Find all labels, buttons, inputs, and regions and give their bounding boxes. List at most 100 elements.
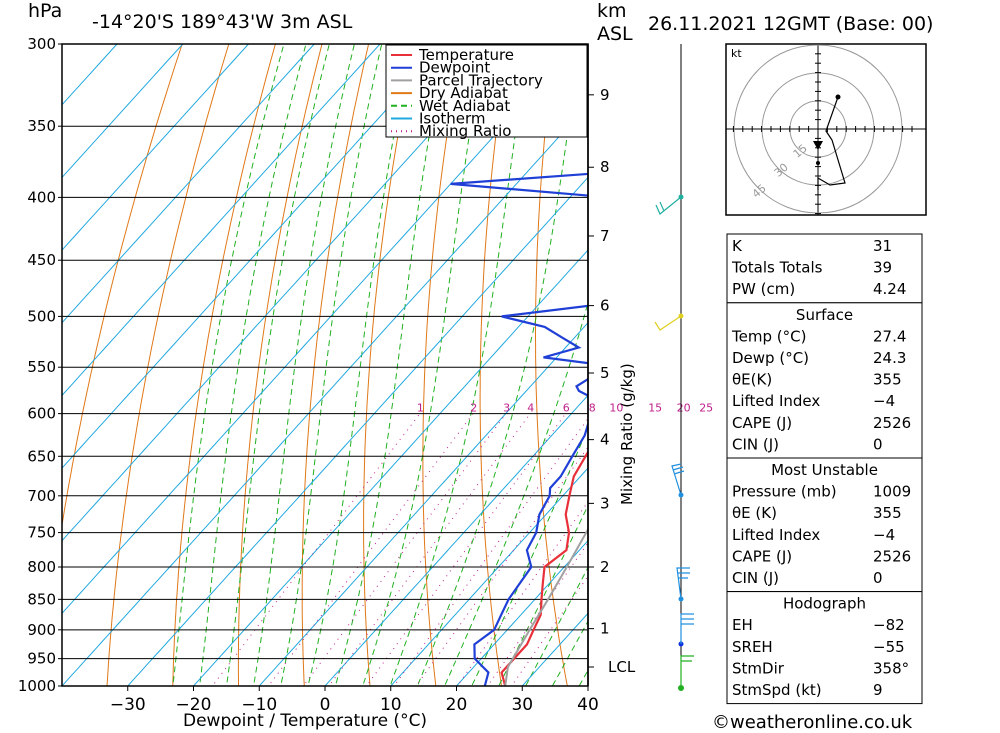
height-tick-label: 2 — [600, 558, 610, 576]
mixing-ratio-line — [456, 501, 588, 686]
wind-barb — [671, 463, 685, 496]
wet-adiabat-line — [389, 44, 530, 686]
temperature-tick-label: −10 — [241, 695, 277, 715]
hodograph-table-value: 358° — [873, 659, 909, 677]
wet-adiabat-line — [334, 44, 447, 686]
legend-label: Dry Adiabat — [419, 84, 508, 102]
mixing-ratio-value: 8 — [589, 402, 596, 415]
most-unstable-table-title: Most Unstable — [771, 461, 878, 479]
mixing-ratio-line — [302, 413, 507, 686]
hodograph-units: kt — [731, 47, 742, 60]
legend-label: Dewpoint — [419, 59, 490, 77]
isotherm-line — [62, 44, 118, 106]
hodograph-table-label: StmSpd (kt) — [732, 681, 822, 699]
most-unstable-table-value: 2526 — [873, 547, 911, 565]
wind-barb — [655, 196, 682, 215]
temperature-tick-label: 20 — [446, 695, 468, 715]
isotherm-line — [192, 249, 588, 686]
surface-table-value: 24.3 — [873, 349, 906, 367]
isotherm-line — [324, 394, 588, 686]
wet-adiabat-line — [416, 44, 581, 686]
indices-table-box — [726, 233, 923, 304]
dry-adiabat-line — [363, 44, 416, 686]
isotherm-line — [62, 44, 250, 251]
hodograph: kt 15 30 45 — [725, 43, 927, 216]
hodograph-table-value: −82 — [873, 616, 905, 634]
legend-box — [385, 44, 588, 138]
height-tick-label: 4 — [600, 431, 610, 449]
dry-adiabats — [62, 7, 1000, 712]
isotherm-line — [62, 44, 381, 397]
dry-adiabat-line — [926, 7, 1000, 712]
temperature-line — [500, 449, 588, 686]
hodograph-table-title: Hodograph — [783, 595, 866, 613]
dry-adiabat-line — [972, 7, 1000, 712]
pressure-tick-label: 550 — [27, 358, 56, 376]
most-unstable-table-label: Lifted Index — [732, 526, 820, 544]
most-unstable-table-value: 0 — [873, 569, 883, 587]
most-unstable-table-value: 1009 — [873, 483, 911, 501]
mixing-ratio-labels: 1 2 3 4 6 8 10 15 20 25 — [417, 402, 713, 415]
isobars — [62, 44, 588, 686]
plot-frame — [61, 43, 589, 687]
pressure-tick-label: 900 — [27, 621, 56, 639]
surface-table-box — [726, 302, 923, 459]
mixing-ratio-axis-label: Mixing Ratio (g/kg) — [618, 363, 636, 505]
indices-table-value: 4.24 — [873, 280, 906, 298]
wet-adiabat-line — [444, 301, 588, 686]
dry-adiabat-line — [589, 7, 639, 712]
mixing-ratio-value: 1 — [417, 402, 424, 415]
mixing-ratio-value: 25 — [699, 402, 713, 415]
surface-table-value: 0 — [873, 435, 883, 453]
pressure-tick-label: 300 — [27, 35, 56, 53]
surface-table-label: CAPE (J) — [732, 414, 792, 432]
hodograph-end-marker — [835, 94, 841, 100]
pressure-tick-label: 350 — [27, 117, 56, 135]
temperature-tick-label: 30 — [511, 695, 533, 715]
surface-table-value: 27.4 — [873, 327, 906, 345]
height-tick-label: 3 — [600, 494, 610, 512]
surface-table-label: Temp (°C) — [731, 327, 806, 345]
wind-barb — [676, 567, 690, 600]
storm-motion-marker — [813, 141, 823, 150]
isotherm-line — [62, 44, 315, 324]
km-units-label: km — [597, 0, 627, 22]
mixing-ratio-value: 6 — [563, 402, 570, 415]
mixing-ratio-value: 4 — [527, 402, 534, 415]
isotherm-line — [62, 103, 588, 686]
dry-adiabat-line — [172, 44, 276, 686]
isotherm-line — [62, 44, 578, 615]
pressure-tick-label: 700 — [27, 487, 56, 505]
most-unstable-table-label: θE (K) — [732, 504, 777, 522]
hodograph-trace — [817, 96, 846, 190]
location-title: -14°20'S 189°43'W 3m ASL — [92, 11, 353, 33]
dry-adiabat-line — [535, 44, 568, 686]
mixing-ratio-line — [415, 446, 588, 686]
pressure-tick-label: 650 — [27, 447, 56, 465]
most-unstable-table-label: CIN (J) — [732, 569, 779, 587]
surface-table-value: 355 — [873, 371, 902, 389]
wet-adiabat-line — [199, 44, 307, 686]
mixing-ratio-value: 3 — [503, 402, 510, 415]
mixing-ratio-value: 10 — [609, 402, 623, 415]
wind-barb — [680, 655, 694, 688]
dry-adiabat-line — [641, 7, 706, 712]
hodograph-table-value: −55 — [873, 638, 905, 656]
height-tick-label: 1 — [600, 620, 610, 638]
hodograph-table-label: SREH — [732, 638, 773, 656]
temperature-tick-label: 10 — [380, 695, 402, 715]
indices-table-label: PW (cm) — [732, 280, 795, 298]
asl-units-label: ASL — [597, 23, 633, 45]
pressure-units-label: hPa — [28, 0, 62, 22]
dry-adiabat-line — [62, 44, 183, 529]
legend-label: Mixing Ratio — [419, 122, 511, 140]
surface-table-value: −4 — [873, 392, 895, 410]
mixing-ratio-lines — [211, 413, 588, 686]
mixing-ratio-line — [486, 542, 588, 686]
surface-table-label: θE(K) — [732, 371, 772, 389]
isotherm-line — [127, 176, 588, 686]
isotherm-line — [455, 539, 588, 686]
wet-adiabat-line — [252, 44, 355, 686]
sounding-series — [450, 75, 588, 686]
isotherm-line — [521, 612, 588, 686]
